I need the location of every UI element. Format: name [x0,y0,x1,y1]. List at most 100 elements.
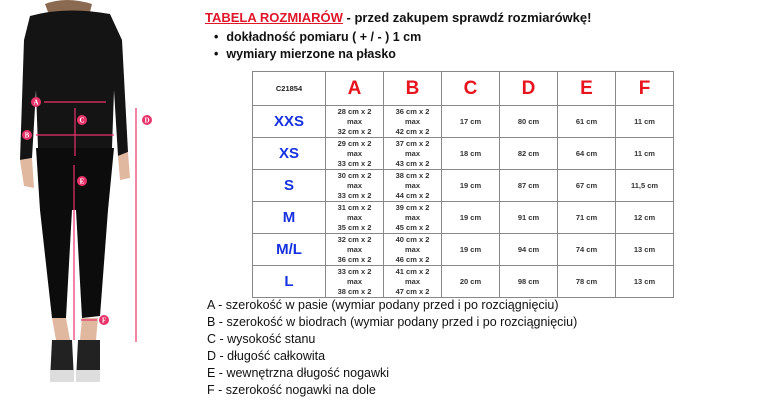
svg-text:C: C [79,117,84,125]
range-line: 35 cm x 2 [337,222,372,232]
size-label: XS [278,145,299,162]
value-cell: 87 cm [499,169,558,202]
value-cell: 13 cm [615,265,674,298]
range-line: 32 cm x 2 [337,126,372,136]
size-label: M [282,209,296,226]
value-cell: 78 cm [557,265,616,298]
value: 18 cm [459,149,482,158]
value: 78 cm [575,277,598,286]
range-cell: 33 cm x 2 max 38 cm x 2 [325,265,384,298]
range-line: 28 cm x 2 [337,106,372,116]
svg-text:E: E [80,178,85,186]
legend-item: D - długość całkowita [207,349,326,363]
value: 17 cm [459,117,482,126]
value: 80 cm [517,117,540,126]
value-cell: 94 cm [499,233,558,266]
value-cell: 12 cm [615,201,674,234]
value: 91 cm [517,213,540,222]
value: 74 cm [575,245,598,254]
value-cell: 11,5 cm [615,169,674,202]
range-line: max [346,212,362,222]
value: 20 cm [459,277,482,286]
range-line: max [346,244,362,254]
value: 87 cm [517,181,540,190]
range-line: 32 cm x 2 [337,234,372,244]
legend-item: E - wewnętrzna długość nogawki [207,366,390,380]
size-cell: M/L [252,233,326,266]
range-line: 31 cm x 2 [337,202,372,212]
range-cell: 37 cm x 2 max 43 cm x 2 [383,137,442,170]
value: 64 cm [575,149,598,158]
range-line: 41 cm x 2 [395,266,430,276]
table-row: M/L 32 cm x 2 max 36 cm x 2 40 cm x 2 max 46 c… [252,233,674,266]
range-line: 44 cm x 2 [395,190,430,200]
value: 67 cm [575,181,598,190]
range-cell: 40 cm x 2 max 46 cm x 2 [383,233,442,266]
range-cell: 36 cm x 2 max 42 cm x 2 [383,105,442,138]
value-cell: 67 cm [557,169,616,202]
range-cell: 38 cm x 2 max 44 cm x 2 [383,169,442,202]
range-cell: 32 cm x 2 max 36 cm x 2 [325,233,384,266]
value-cell: 82 cm [499,137,558,170]
marker-f: F [99,315,109,325]
range-line: 47 cm x 2 [395,286,430,296]
value-cell: 74 cm [557,233,616,266]
range-line: max [346,276,362,286]
value: 82 cm [517,149,540,158]
range-line: 33 cm x 2 [337,158,372,168]
range-line: max [404,116,420,126]
table-row: M 31 cm x 2 max 35 cm x 2 39 cm x 2 max 45 cm … [252,201,674,234]
notes-list: dokładność pomiaru ( + / - ) 1 cm wymiar… [214,29,421,63]
size-cell: L [252,265,326,298]
value-cell: 61 cm [557,105,616,138]
range-cell: 30 cm x 2 max 33 cm x 2 [325,169,384,202]
value-cell: 17 cm [441,105,500,138]
range-line: max [404,244,420,254]
range-line: 36 cm x 2 [395,106,430,116]
note-item: dokładność pomiaru ( + / - ) 1 cm [214,29,421,46]
size-table: C21854 A B C D E F XXS 28 cm x 2 max 32 cm … [252,71,674,298]
value-cell: 91 cm [499,201,558,234]
title-highlight: TABELA ROZMIARÓW [205,10,343,25]
svg-text:A: A [33,99,38,107]
column-header: D [499,71,558,106]
range-line: 30 cm x 2 [337,170,372,180]
value: 11 cm [634,149,655,158]
svg-text:D: D [144,117,149,125]
value-cell: 20 cm [441,265,500,298]
range-line: max [404,276,420,286]
value: 11 cm [634,117,655,126]
range-cell: 29 cm x 2 max 33 cm x 2 [325,137,384,170]
value-cell: 19 cm [441,233,500,266]
range-line: 33 cm x 2 [337,266,372,276]
range-cell: 41 cm x 2 max 47 cm x 2 [383,265,442,298]
range-line: max [404,212,420,222]
note-item: wymiary mierzone na płasko [214,46,421,63]
svg-text:B: B [25,132,30,140]
range-cell: 39 cm x 2 max 45 cm x 2 [383,201,442,234]
value: 61 cm [575,117,598,126]
size-label: M/L [276,241,302,258]
range-line: 38 cm x 2 [337,286,372,296]
range-line: max [346,116,362,126]
product-code: C21854 [252,71,326,106]
range-line: 46 cm x 2 [395,254,430,264]
model-silhouette [20,0,130,382]
table-row: L 33 cm x 2 max 38 cm x 2 41 cm x 2 max 47 cm … [252,265,674,298]
column-header: B [383,71,442,106]
range-cell: 31 cm x 2 max 35 cm x 2 [325,201,384,234]
legend-item: A - szerokość w pasie (wymiar podany prz… [207,298,559,312]
column-header: F [615,71,674,106]
table-row: XS 29 cm x 2 max 33 cm x 2 37 cm x 2 max 43 cm… [252,137,674,170]
size-label: L [284,273,294,290]
value-cell: 11 cm [615,105,674,138]
value-cell: 11 cm [615,137,674,170]
title-rest: - przed zakupem sprawdź rozmiarówkę! [342,10,592,25]
value: 19 cm [459,181,482,190]
range-line: 37 cm x 2 [395,138,430,148]
size-label: S [283,177,294,194]
range-line: 36 cm x 2 [337,254,372,264]
value: 98 cm [517,277,540,286]
value-cell: 64 cm [557,137,616,170]
measurement-lines [36,101,137,342]
